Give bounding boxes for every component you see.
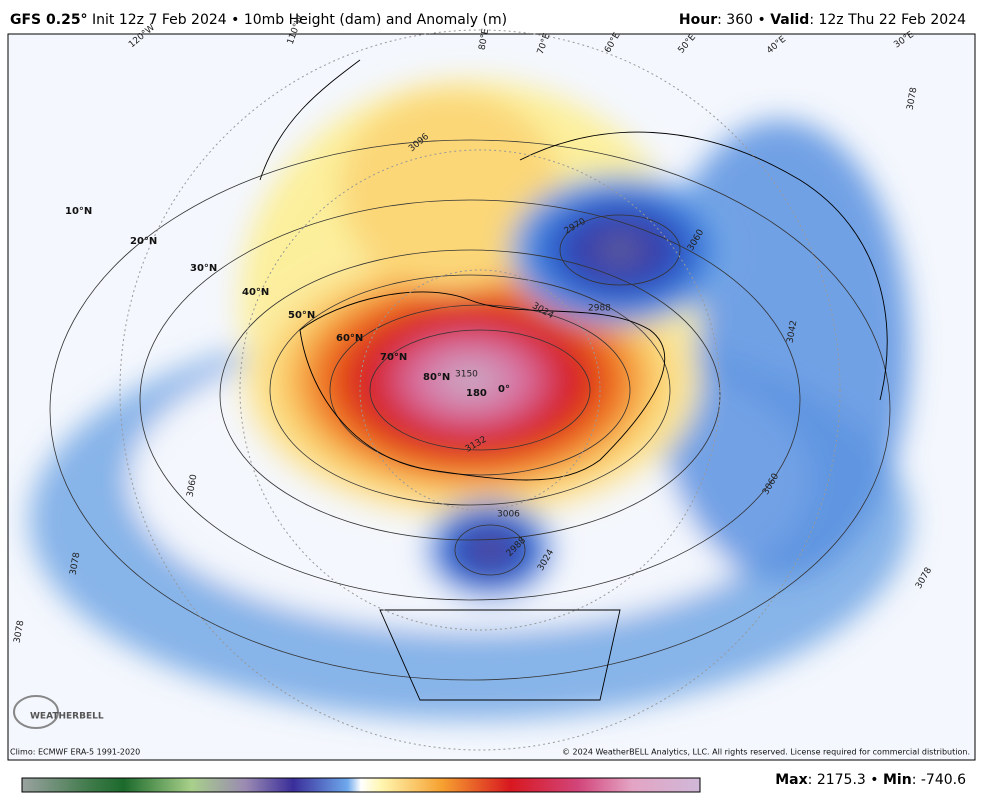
header-left: GFS 0.25° Init 12z 7 Feb 2024 • 10mb Hei… <box>10 12 507 28</box>
lon-label: 80°E <box>478 28 492 51</box>
copyright: © 2024 WeatherBELL Analytics, LLC. All r… <box>562 748 970 757</box>
logo: WEATHERBELL <box>30 712 104 722</box>
lat-label: 60°N <box>336 333 363 344</box>
lat-label: 10°N <box>65 206 92 217</box>
graticule <box>119 29 841 751</box>
header-right: Hour: 360 • Valid: 12z Thu 22 Feb 2024 <box>679 12 966 28</box>
contour-label: 3060 <box>186 473 200 498</box>
lat-label: 80°N <box>423 372 450 383</box>
contour-label: 3150 <box>455 370 478 380</box>
coastlines <box>259 59 888 701</box>
lat-label: 20°N <box>130 236 157 247</box>
stats: Max: 2175.3 • Min: -740.6 <box>775 772 966 788</box>
colorbar-scale <box>21 777 701 793</box>
pole-label: 0° <box>498 384 510 395</box>
map: 10°N 20°N 30°N 40°N 50°N 60°N 70°N 80°N … <box>7 14 976 761</box>
lat-label: 70°N <box>380 352 407 363</box>
contour-label: 3078 <box>13 619 27 644</box>
contour-label: 2988 <box>588 304 611 314</box>
pole-label: 180 <box>466 388 487 399</box>
climo-note: Climo: ECMWF ERA-5 1991-2020 <box>10 748 140 757</box>
anomaly-field <box>30 80 910 720</box>
colorbar <box>21 777 701 793</box>
contour-label: 3078 <box>906 86 920 111</box>
logo-swirl <box>13 695 59 729</box>
lat-label: 30°N <box>190 263 217 274</box>
contour-label: 3006 <box>497 510 520 520</box>
lat-label: 40°N <box>242 287 269 298</box>
contour-label: 3078 <box>69 551 83 576</box>
lat-label: 50°N <box>288 310 315 321</box>
contours <box>49 139 891 681</box>
contour-label: 3042 <box>786 320 800 344</box>
